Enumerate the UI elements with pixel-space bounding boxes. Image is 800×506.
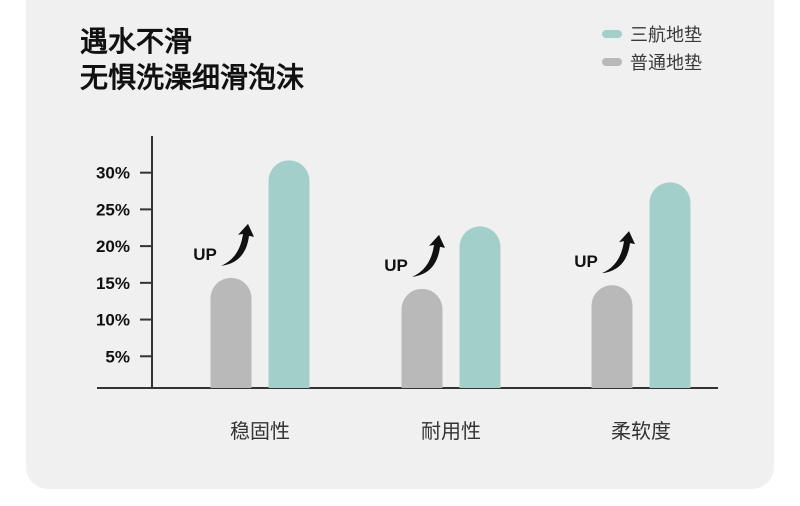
x-category-label: 耐用性: [421, 419, 481, 443]
y-tick-label: 5%: [105, 347, 130, 366]
legend-label-sanhang: 三航地垫: [630, 25, 702, 46]
up-label: UP: [384, 256, 408, 275]
y-tick-label: 30%: [96, 164, 130, 183]
up-arrow-icon: [602, 231, 635, 274]
up-label: UP: [574, 252, 598, 271]
bar-regular: [401, 288, 443, 388]
y-tick-label: 25%: [96, 200, 130, 219]
legend-swatch-regular: [602, 58, 622, 66]
bar-sanhang: [268, 160, 310, 388]
bar-regular: [210, 277, 252, 388]
y-tick-label: 15%: [96, 274, 130, 293]
legend-item-regular: 普通地垫: [602, 48, 702, 76]
y-tick-label: 10%: [96, 311, 130, 330]
title-line-1: 遇水不滑: [80, 25, 193, 58]
bar-regular: [591, 285, 633, 388]
legend-swatch-sanhang: [602, 30, 622, 38]
chart-card: [26, 0, 774, 489]
bar-sanhang: [649, 182, 691, 388]
y-tick-label: 20%: [96, 237, 130, 256]
title-line-2: 无惧洗澡细滑泡沫: [80, 61, 305, 94]
x-category-label: 柔软度: [611, 419, 671, 443]
chart-title: 遇水不滑 无惧洗澡细滑泡沫: [80, 24, 304, 96]
x-category-label: 稳固性: [230, 419, 290, 443]
up-label: UP: [193, 245, 217, 264]
up-arrow-icon: [221, 223, 254, 266]
bar-sanhang: [459, 226, 501, 388]
legend-item-sanhang: 三航地垫: [602, 20, 702, 48]
legend-label-regular: 普通地垫: [630, 53, 702, 74]
chart-legend: 三航地垫 普通地垫: [602, 20, 702, 76]
up-arrow-icon: [412, 234, 445, 277]
